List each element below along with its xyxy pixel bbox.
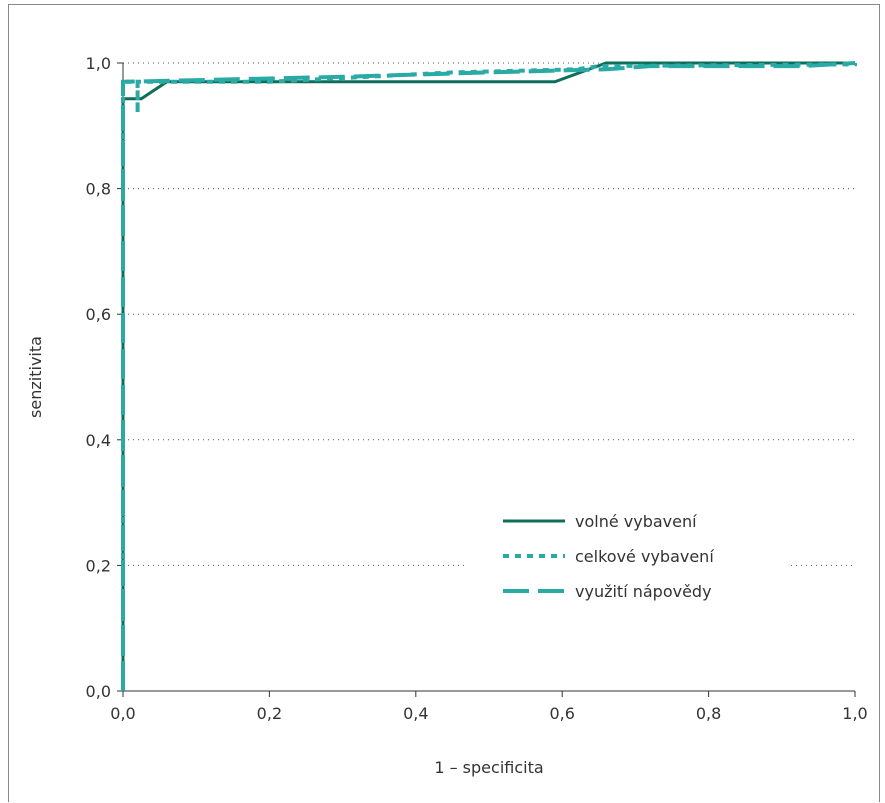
- x-tick-label: 0,4: [403, 704, 428, 723]
- axes: 0,0 0,2 0,4 0,6 0,8 1,0 0,0 0,2 0,4 0,6 0,8 1,0: [86, 54, 868, 723]
- gridlines: [123, 62, 855, 566]
- y-axis-title: senzitivita: [26, 336, 45, 418]
- series-line-2: [121, 62, 857, 691]
- roc-chart: 0,0 0,2 0,4 0,6 0,8 1,0 0,0 0,2 0,4 0,6 0,8 1,0 vol…: [26, 54, 868, 777]
- x-tick-label: 0,6: [549, 704, 574, 723]
- y-tick-label: 0,2: [86, 556, 111, 575]
- x-tick-label: 0,2: [257, 704, 282, 723]
- y-tick-label: 1,0: [86, 54, 111, 73]
- legend-label-3: využití nápovědy: [575, 582, 712, 601]
- y-tick-label: 0,0: [86, 682, 111, 701]
- legend: volné vybavení celkové vybavení využití ná…: [503, 512, 714, 601]
- y-tick-label: 0,6: [86, 305, 111, 324]
- series-line-1: [121, 61, 855, 691]
- x-axis-title: 1 – specificita: [434, 758, 543, 777]
- series-line-3: [121, 61, 856, 691]
- x-tick-label: 0,0: [110, 704, 135, 723]
- x-tick-label: 0,8: [696, 704, 721, 723]
- y-tick-label: 0,4: [86, 431, 111, 450]
- y-tick-label: 0,8: [86, 180, 111, 199]
- chart-frame: 0,0 0,2 0,4 0,6 0,8 1,0 0,0 0,2 0,4 0,6 0,8 1,0 vol…: [8, 4, 880, 802]
- series-lines: [121, 61, 857, 691]
- legend-label-2: celkové vybavení: [575, 547, 714, 566]
- x-tick-label: 1,0: [842, 704, 867, 723]
- legend-label-1: volné vybavení: [575, 512, 697, 531]
